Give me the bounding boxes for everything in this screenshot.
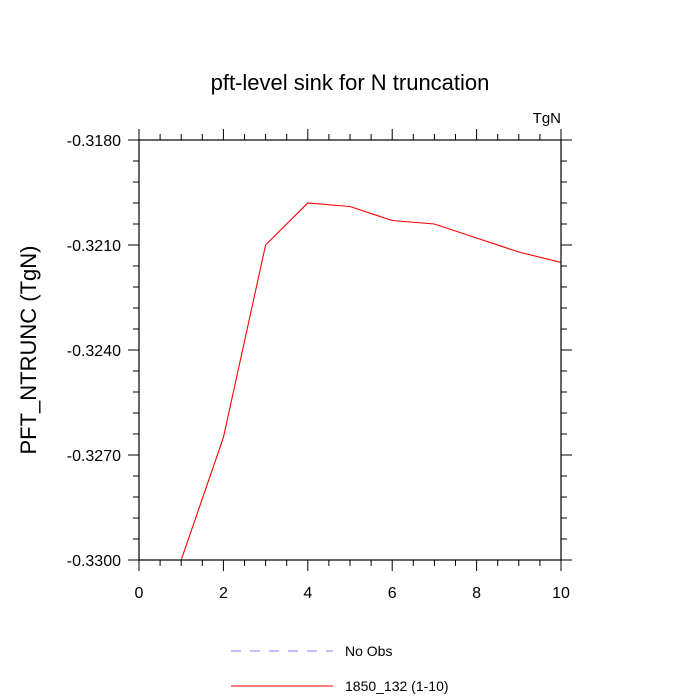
axis-layer: 0 2 4 6 8 10 -0.3180 -0.3210 -0.3240 -0.3270 -0.33… bbox=[67, 129, 572, 602]
plot-frame bbox=[138, 139, 562, 561]
y-tick-label: -0.3270 bbox=[67, 448, 121, 465]
y-tick-label: -0.3240 bbox=[67, 343, 121, 360]
series-line bbox=[180, 202, 561, 560]
legend: No Obs 1850_132 (1-10) bbox=[231, 643, 449, 694]
x-tick-label: 8 bbox=[472, 585, 481, 602]
y-tick-label: -0.3180 bbox=[67, 133, 121, 150]
y-tick-label: -0.3210 bbox=[67, 238, 121, 255]
units-label: TgN bbox=[533, 110, 561, 127]
y-axis-title: PFT_NTRUNC (TgN) bbox=[16, 246, 41, 455]
plot-layer bbox=[180, 202, 561, 560]
x-tick-label: 6 bbox=[388, 585, 397, 602]
y-tick-label: -0.3300 bbox=[67, 553, 121, 570]
legend-label: 1850_132 (1-10) bbox=[345, 678, 449, 694]
chart-title: pft-level sink for N truncation bbox=[211, 70, 490, 95]
legend-label: No Obs bbox=[345, 643, 392, 659]
x-tick-label: 10 bbox=[552, 585, 570, 602]
x-tick-label: 4 bbox=[303, 585, 312, 602]
x-tick-label: 2 bbox=[219, 585, 228, 602]
x-tick-label: 0 bbox=[135, 585, 144, 602]
